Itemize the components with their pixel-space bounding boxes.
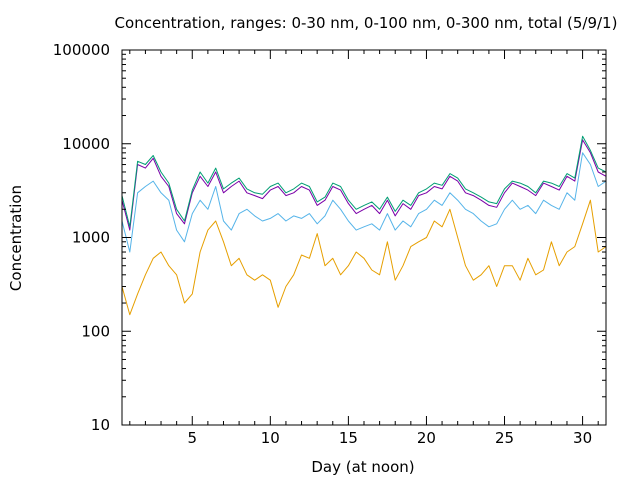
y-tick-label: 100 [81, 322, 110, 340]
x-tick-label: 15 [339, 429, 358, 447]
x-axis-label: Day (at noon) [311, 458, 414, 476]
series-line-3 [121, 139, 607, 231]
series-layer [121, 135, 607, 316]
y-tick-label: 10000 [62, 135, 110, 153]
series-line-4 [121, 135, 607, 228]
y-tick-label: 1000 [72, 229, 110, 247]
x-tick-label: 25 [495, 429, 514, 447]
x-tick-label: 10 [261, 429, 280, 447]
series-line-1 [121, 199, 607, 316]
x-tick-label: 20 [417, 429, 436, 447]
y-tick-label: 10 [91, 416, 110, 434]
plot-area: 5 10 15 20 25 30 10 100 1000 10000 100000 [53, 41, 607, 447]
y-axis: 10 100 1000 10000 100000 [53, 41, 606, 434]
y-axis-label: Concentration [7, 185, 25, 291]
x-tick-label: 5 [187, 429, 197, 447]
x-tick-label: 30 [573, 429, 592, 447]
series-line-2 [121, 152, 607, 253]
plot-frame [121, 49, 607, 426]
chart-title: Concentration, ranges: 0-30 nm, 0-100 nm… [115, 14, 618, 32]
y-tick-label: 100000 [53, 41, 110, 59]
x-axis: 5 10 15 20 25 30 [129, 50, 599, 447]
